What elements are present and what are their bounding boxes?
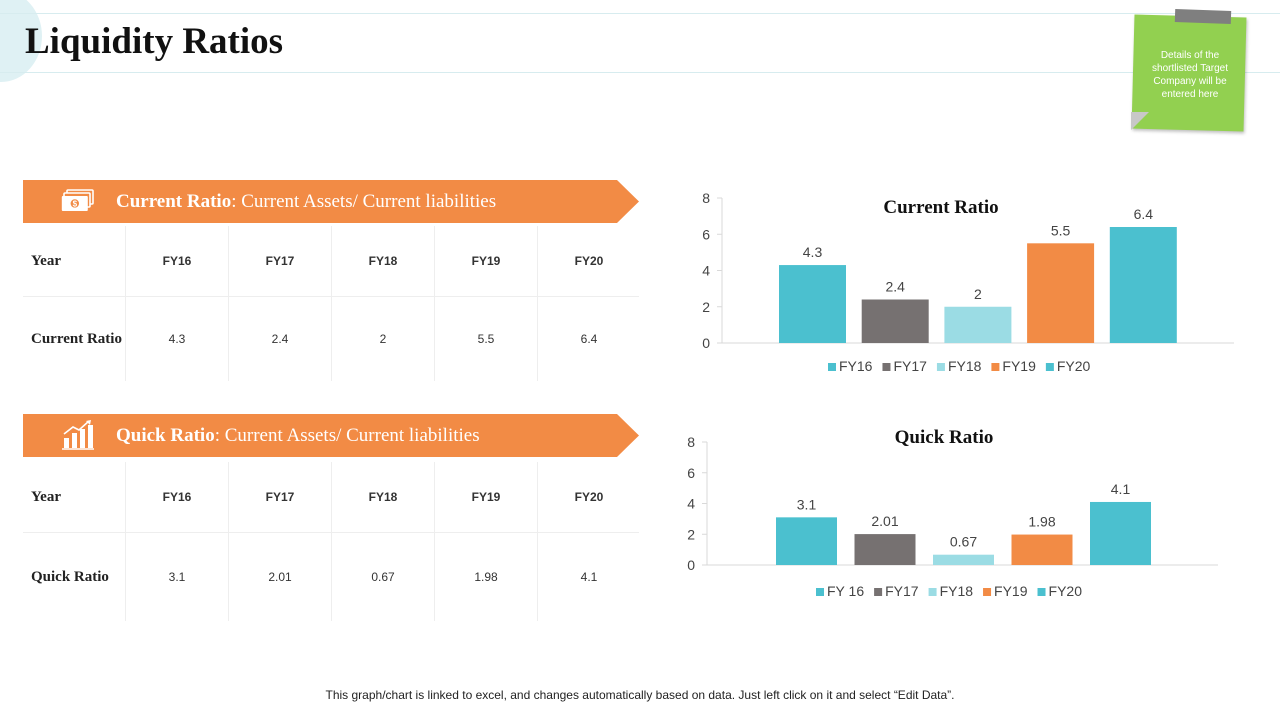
y-tick-label: 4 (702, 263, 710, 279)
table-cell: Year (31, 253, 61, 269)
legend-label: FY20 (1049, 583, 1083, 599)
legend-label: FY20 (1057, 358, 1091, 374)
table-cell: FY16 (125, 226, 228, 296)
current-ratio-table: Year FY16 FY17 FY18 FY19 FY20 Current Ra… (23, 226, 639, 381)
legend-swatch (936, 363, 945, 371)
data-label: 4.1 (1111, 481, 1131, 497)
data-label: 3.1 (797, 496, 817, 512)
table-cell: Year (31, 489, 61, 505)
y-tick-label: 2 (702, 299, 710, 315)
bar (933, 554, 994, 565)
bar (854, 534, 916, 565)
y-tick-label: 4 (687, 496, 695, 512)
legend-label: FY17 (885, 583, 919, 599)
quick-ratio-banner: Quick Ratio: Current Assets/ Current lia… (23, 414, 639, 457)
legend-label: FY19 (1002, 358, 1036, 374)
bar (779, 265, 846, 343)
y-tick-label: 2 (687, 526, 695, 542)
quick-ratio-banner-text: Quick Ratio: Current Assets/ Current lia… (116, 425, 480, 446)
bar (861, 299, 929, 343)
table-cell: FY20 (537, 462, 640, 532)
y-tick-label: 6 (702, 226, 710, 242)
data-label: 2 (974, 286, 982, 302)
legend-label: FY 16 (827, 583, 864, 599)
table-row: Quick Ratio 3.1 2.01 0.67 1.98 4.1 (23, 533, 639, 621)
table-cell: FY18 (331, 226, 434, 296)
table-header-row: Year FY16 FY17 FY18 FY19 FY20 (23, 462, 639, 533)
bar (1090, 501, 1151, 565)
table-cell: FY17 (228, 226, 331, 296)
table-cell: FY20 (537, 226, 640, 296)
table-cell: 2.01 (228, 533, 331, 621)
money-icon: $ (61, 188, 95, 219)
table-cell: 5.5 (434, 297, 537, 381)
table-cell: FY19 (434, 462, 537, 532)
footer-note: This graph/chart is linked to excel, and… (325, 688, 955, 702)
table-row: Current Ratio 4.3 2.4 2 5.5 6.4 (23, 297, 639, 381)
table-cell: 2 (331, 297, 434, 381)
legend-swatch (991, 363, 1000, 371)
legend-label: FY18 (948, 358, 982, 374)
data-label: 4.3 (803, 244, 823, 260)
table-cell: Quick Ratio (31, 569, 109, 585)
top-divider (0, 13, 1280, 14)
bar (1109, 227, 1177, 343)
data-label: 1.98 (1028, 514, 1055, 530)
table-cell: 4.1 (537, 533, 640, 621)
y-tick-label: 0 (702, 335, 710, 351)
y-tick-label: 0 (687, 557, 695, 573)
bar (1027, 243, 1095, 343)
sticky-note-text: Details of the shortlisted Target Compan… (1152, 50, 1228, 100)
legend-swatch (983, 588, 992, 596)
legend-label: FY19 (994, 583, 1028, 599)
quick-ratio-table: Year FY16 FY17 FY18 FY19 FY20 Quick Rati… (23, 462, 639, 621)
table-cell: Current Ratio (31, 331, 122, 347)
legend-swatch (828, 363, 836, 371)
y-tick-label: 8 (687, 434, 695, 450)
legend-label: FY18 (940, 583, 974, 599)
data-label: 5.5 (1051, 222, 1071, 238)
data-label: 2.01 (871, 513, 898, 529)
table-cell: FY17 (228, 462, 331, 532)
table-cell: FY19 (434, 226, 537, 296)
sticky-note-fold (1131, 112, 1149, 130)
table-cell: 3.1 (125, 533, 228, 621)
chart-title: Current Ratio (883, 197, 998, 218)
table-cell: 6.4 (537, 297, 640, 381)
data-label: 2.4 (885, 279, 905, 295)
bar (1011, 534, 1073, 565)
table-cell: FY16 (125, 462, 228, 532)
chart-title: Quick Ratio (895, 427, 994, 448)
data-label: 0.67 (950, 534, 977, 550)
table-cell: 2.4 (228, 297, 331, 381)
table-header-row: Year FY16 FY17 FY18 FY19 FY20 (23, 226, 639, 297)
legend-swatch (1037, 588, 1046, 596)
legend-swatch (928, 588, 937, 596)
current-ratio-banner: $ Current Ratio: Current Assets/ Current… (23, 180, 639, 223)
current-ratio-banner-text: Current Ratio: Current Assets/ Current l… (116, 191, 497, 212)
bar (944, 306, 1012, 343)
legend-swatch (882, 363, 891, 371)
legend-swatch (874, 588, 883, 596)
table-cell: 0.67 (331, 533, 434, 621)
legend-label: FY17 (893, 358, 927, 374)
svg-text:$: $ (73, 200, 78, 209)
bar (776, 517, 837, 565)
page-title: Liquidity Ratios (25, 21, 284, 62)
table-cell: 1.98 (434, 533, 537, 621)
legend-swatch (816, 588, 824, 596)
table-cell: FY18 (331, 462, 434, 532)
legend-label: FY16 (839, 358, 873, 374)
title-divider (0, 72, 1280, 73)
legend-swatch (1045, 363, 1054, 371)
table-cell: 4.3 (125, 297, 228, 381)
y-tick-label: 6 (687, 465, 695, 481)
bar-growth-icon (61, 420, 95, 455)
data-label: 6.4 (1134, 206, 1154, 222)
y-tick-label: 8 (702, 190, 710, 206)
